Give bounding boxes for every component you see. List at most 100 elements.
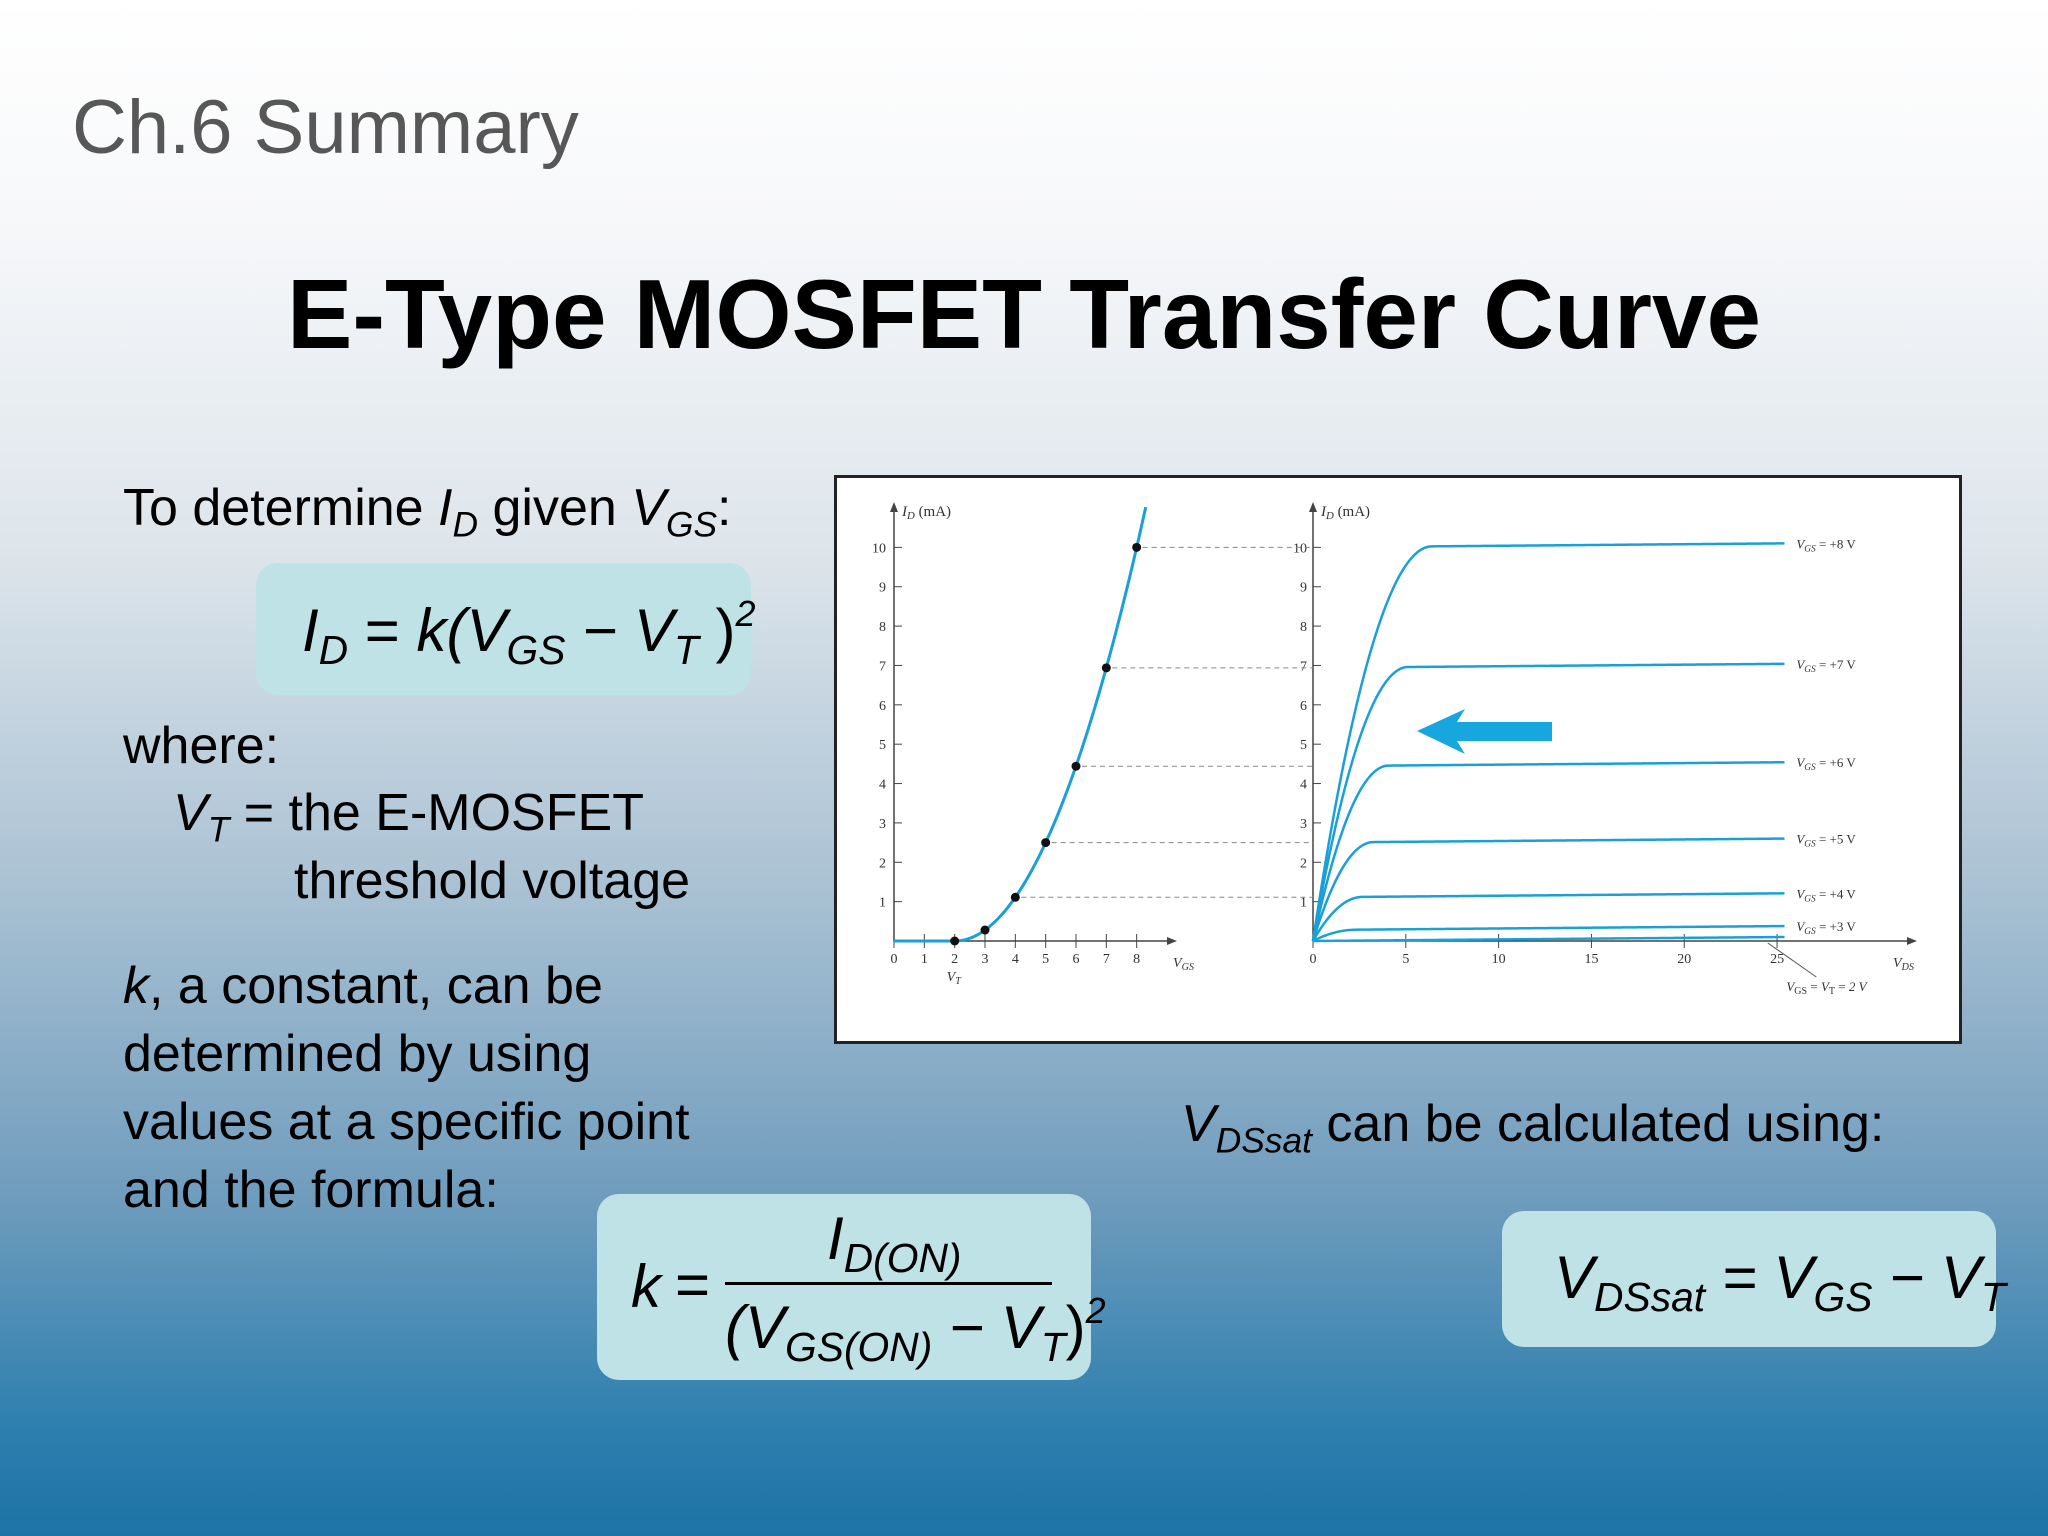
formula-id-vt-sub: T (673, 627, 699, 674)
threshold-label: VT (947, 970, 963, 987)
left-x-tick-label: 5 (1042, 952, 1049, 967)
right-x-axis-arrowhead (1907, 937, 1917, 945)
right-x-axis-label: VDS (1893, 956, 1914, 973)
drain-curve-label: VGS = +7 V (1796, 657, 1856, 675)
k-text1: , a constant, can be (149, 957, 603, 1015)
right-y-tick-label: 9 (1300, 581, 1307, 596)
vdssat-caption: VDSsat can be calculated using: (1181, 1090, 1884, 1175)
drain-curve-label: VGS = +5 V (1796, 832, 1856, 850)
left-x-tick-label: 7 (1103, 952, 1110, 967)
right-y-tick-label: 1 (1300, 896, 1307, 911)
chart-svg: 1 2 3 4 5 6 7 8 9 10 0 1 2 3 4 5 6 7 8 ID (mA) VGS VT 1 2 3 4 5 6 7 8… (872, 502, 1917, 997)
formula-k-den-sub: GS(ON) (785, 1324, 933, 1371)
drain-curve-label: VGS = +3 V (1796, 919, 1856, 937)
left-x-tick-label: 2 (951, 952, 958, 967)
left-x-tick-label: 1 (921, 952, 928, 967)
left-x-axis-arrowhead (1167, 937, 1177, 945)
intro-colon: : (717, 479, 732, 537)
left-y-tick-label: 2 (879, 856, 886, 871)
left-y-axis-label: ID (mA) (901, 504, 951, 522)
formula-k-numerator: ID(ON) (827, 1204, 962, 1282)
left-x-tick-label: 4 (1012, 952, 1019, 967)
vt-definition-line1: VT = the E-MOSFET (173, 779, 644, 864)
drain-curve (1311, 760, 1785, 942)
drain-curve-label: VGS = +6 V (1796, 755, 1856, 773)
vdssat-symbol: V (1181, 1095, 1216, 1153)
transfer-curve-point (1041, 838, 1051, 848)
slide-title: E-Type MOSFET Transfer Curve (287, 259, 1761, 369)
id-symbol: I (438, 479, 453, 537)
drain-curve (1311, 662, 1785, 942)
vdssat-subscript: DSsat (1215, 1121, 1312, 1161)
vdssat-text: can be calculated using: (1311, 1095, 1885, 1153)
formula-vdssat-lhs-sub: DSsat (1594, 1274, 1706, 1321)
vgs-symbol: V (631, 479, 666, 537)
right-y-tick-label: 8 (1300, 620, 1307, 635)
formula-k-den-exp: 2 (1085, 1290, 1106, 1331)
right-x-tick-label: 5 (1402, 952, 1409, 967)
transfer-characteristics-figure: 1 2 3 4 5 6 7 8 9 10 0 1 2 3 4 5 6 7 8 ID (mA) VGS VT 1 2 3 4 5 6 7 8… (834, 475, 1962, 1044)
k-description-line4: and the formula: (123, 1161, 499, 1219)
vt-def-text1: = the E-MOSFET (229, 784, 644, 842)
k-formula-box: k = ID(ON) (VGS(ON) − VT)2 (597, 1194, 1106, 1380)
chapter-label: Ch.6 Summary (72, 85, 579, 170)
right-y-tick-label: 2 (1300, 856, 1307, 871)
formula-id-k: k (416, 597, 447, 665)
drain-curve (1312, 924, 1785, 943)
transfer-curve-point (1132, 542, 1142, 552)
drain-curve-label: VGS = VT = 2 V (1786, 979, 1868, 997)
left-arrow-icon (1417, 709, 1552, 754)
k-description-line3: values at a specific point (123, 1093, 690, 1151)
right-x-tick-label: 25 (1770, 952, 1784, 967)
right-y-tick-label: 3 (1300, 817, 1307, 832)
intro-line: To determine ID given VGS: (123, 474, 732, 559)
id-formula-box: ID = k(VGS − VT )2 (256, 563, 756, 695)
left-y-tick-label: 9 (879, 581, 886, 596)
k-description-line2: determined by using (123, 1025, 592, 1083)
id-subscript: D (452, 505, 479, 545)
left-y-tick-label: 1 (879, 896, 886, 911)
k-symbol: k (123, 957, 149, 1015)
right-y-axis-arrowhead (1309, 502, 1317, 512)
intro-given: given (478, 479, 632, 537)
left-y-tick-label: 6 (879, 699, 886, 714)
right-y-tick-label: 7 (1300, 659, 1307, 674)
formula-k-denominator: (VGS(ON) − VT)2 (725, 1290, 1106, 1371)
formula-id-lhs-sub: D (318, 627, 349, 674)
right-y-tick-label: 5 (1300, 738, 1307, 753)
formula-vdssat-minus: − V (1872, 1244, 1981, 1311)
formula-k-eq: = (675, 1251, 711, 1318)
formula-vdssat-eq: = V (1705, 1244, 1814, 1311)
transfer-curve-point (980, 925, 990, 935)
transfer-curve (894, 506, 1148, 943)
right-y-tick-label: 6 (1300, 699, 1307, 714)
left-y-tick-label: 10 (872, 541, 886, 556)
drain-curve-label: VGS = +8 V (1796, 536, 1856, 554)
transfer-curve-point (1101, 663, 1111, 673)
formula-k-lhs: k (631, 1253, 661, 1320)
left-y-tick-label: 8 (879, 620, 886, 635)
transfer-curve-point (1010, 892, 1020, 902)
formula-k-num-sub: D(ON) (843, 1235, 962, 1282)
vt-definition-line2: threshold voltage (294, 852, 691, 910)
left-y-tick-label: 4 (879, 778, 886, 793)
drain-curve-label: VGS = +4 V (1796, 886, 1856, 904)
formula-k-den-close: ) (1065, 1294, 1086, 1362)
left-x-tick-label: 8 (1133, 952, 1140, 967)
right-x-tick-label: 20 (1677, 952, 1691, 967)
vt-subscript: T (207, 810, 230, 850)
left-y-axis-arrowhead (890, 502, 898, 512)
formula-k-den-vt-sub: T (1040, 1324, 1066, 1371)
right-x-tick-label: 10 (1492, 952, 1506, 967)
drain-curve (1311, 542, 1785, 942)
left-x-axis-label: VGS (1173, 956, 1194, 973)
formula-id-minus: − V (565, 597, 674, 665)
where-label: where: (123, 717, 280, 775)
formula-id-exp: 2 (735, 593, 756, 634)
formula-id-close: ) (698, 597, 736, 665)
formula-vdssat-vt-sub: T (1980, 1274, 2006, 1321)
right-x-tick-label: 15 (1584, 952, 1598, 967)
left-x-tick-label: 0 (891, 952, 898, 967)
formula-vdssat-gs-sub: GS (1813, 1274, 1873, 1321)
vdssat-formula: VDSsat = VGS − VT (1554, 1243, 2006, 1321)
